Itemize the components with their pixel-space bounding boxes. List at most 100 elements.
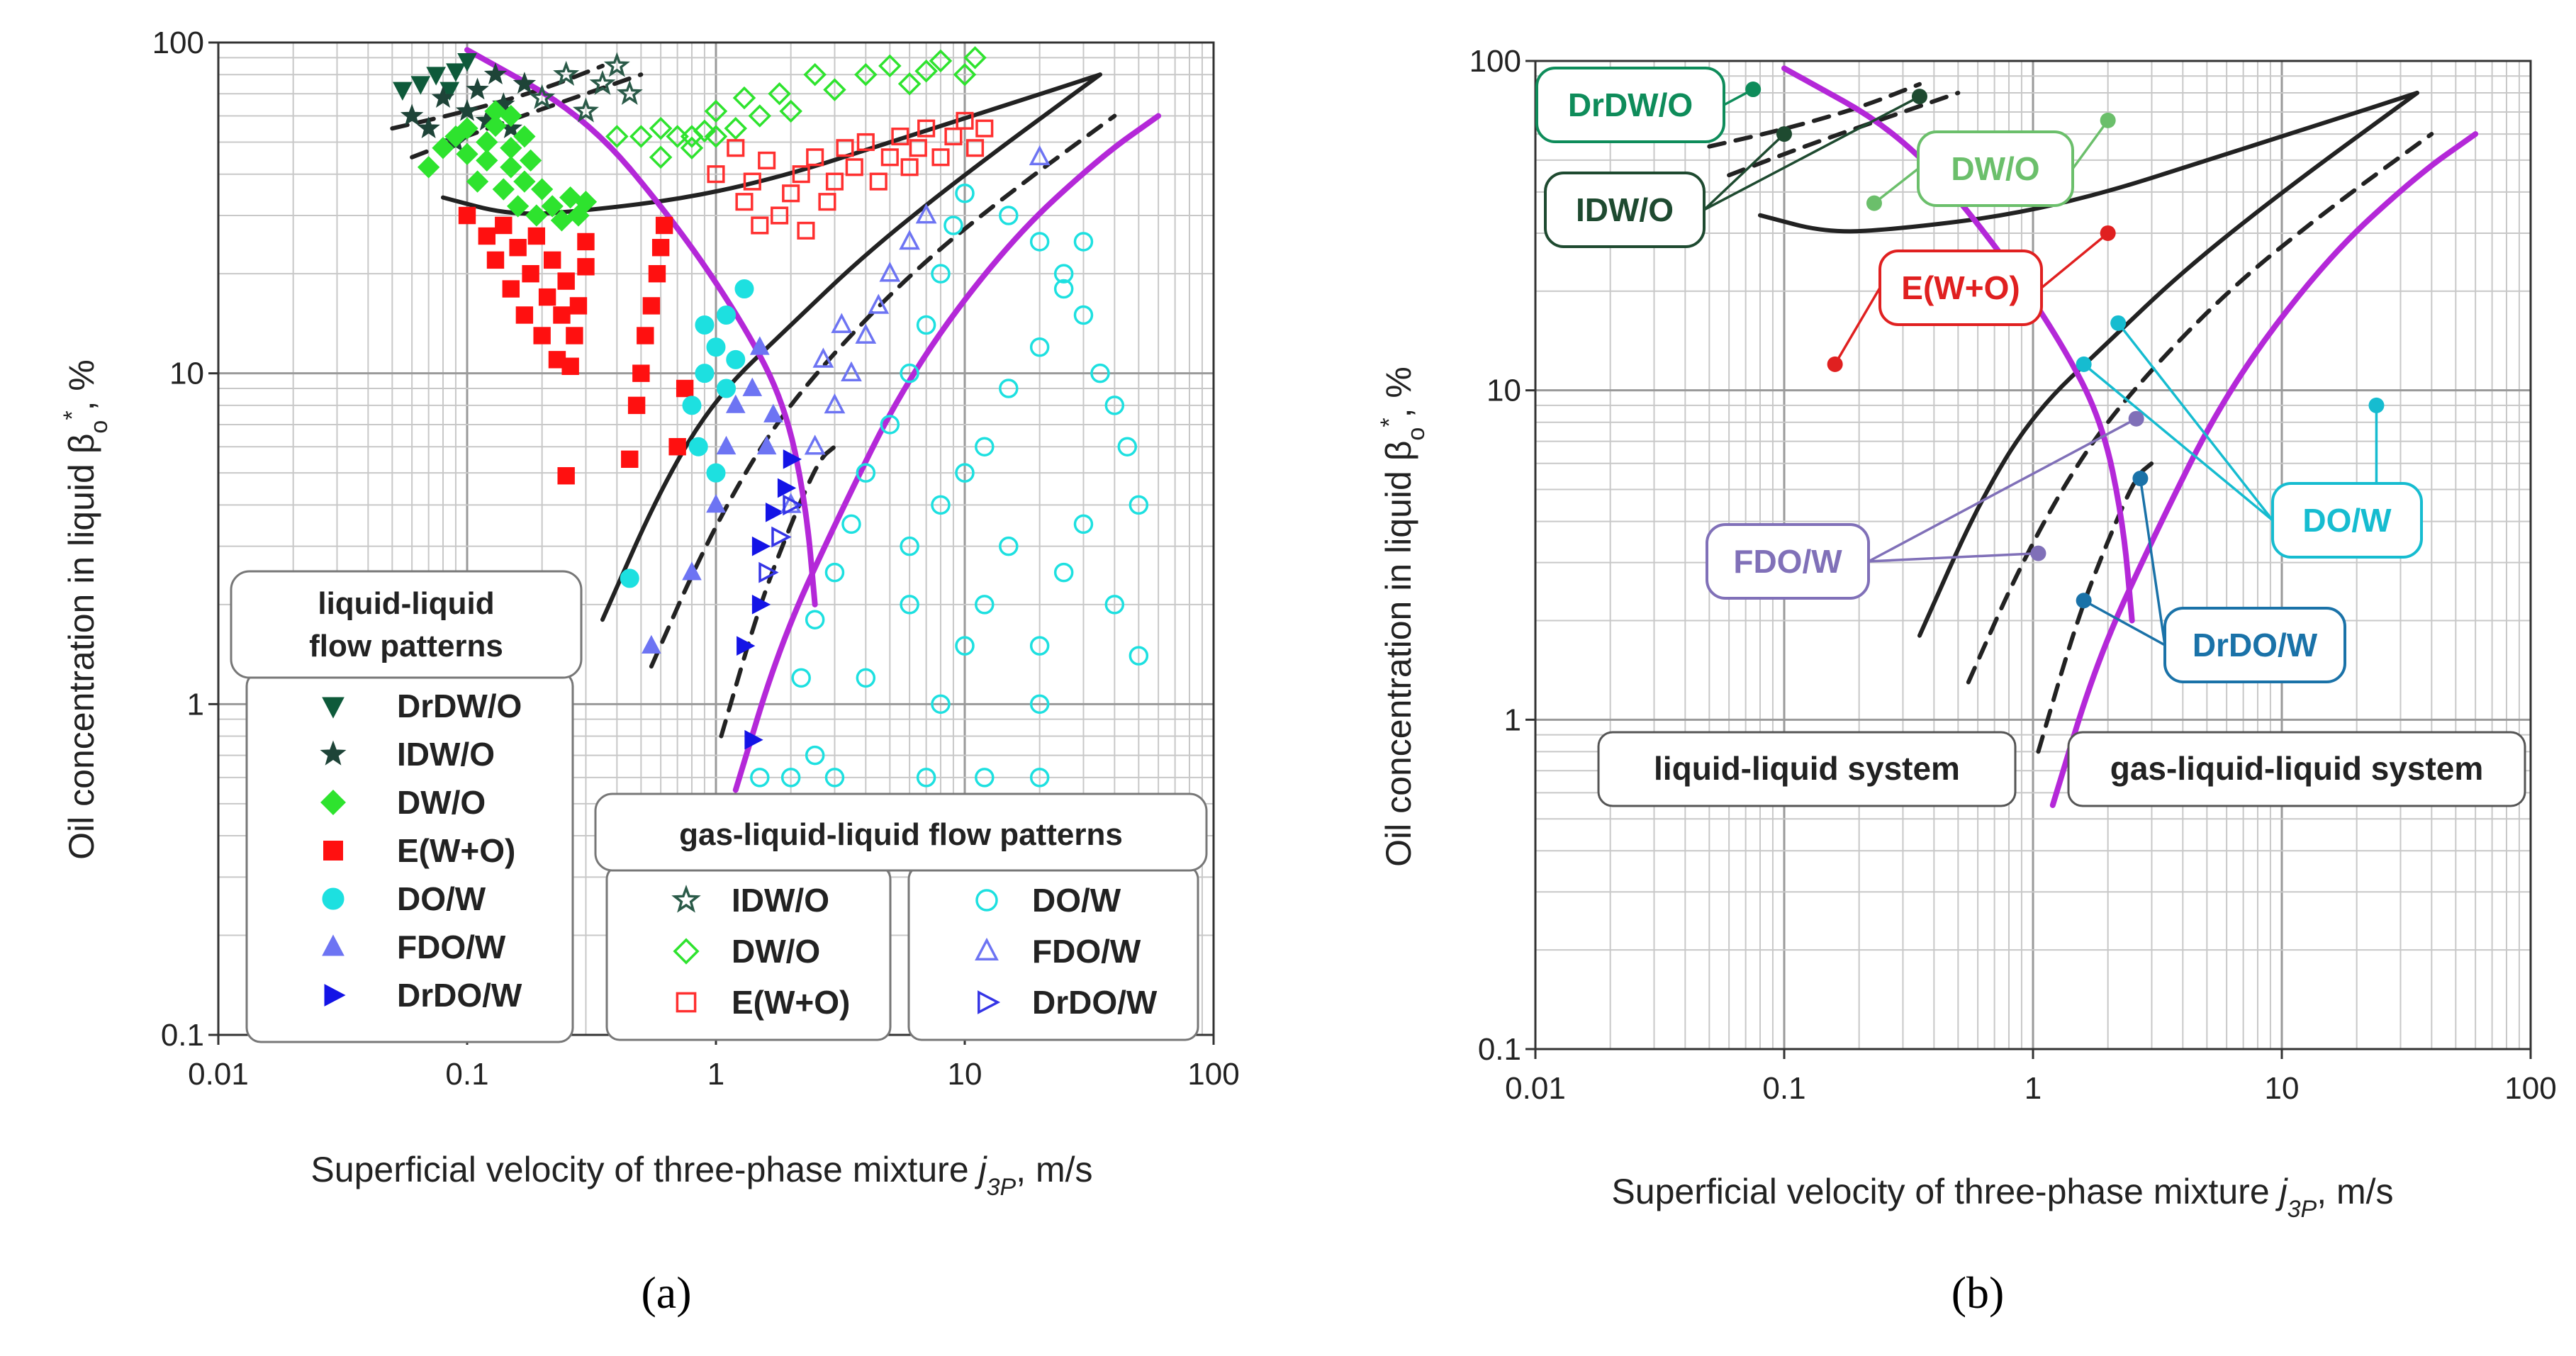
data-point bbox=[1029, 636, 1050, 656]
chart-b-callouts: DrDW/O IDW/O DW/O E(W+O) DO/W FDO/W DrDO/W bbox=[1535, 67, 2423, 683]
callout-label: DW/O bbox=[1951, 150, 2039, 187]
legend1-marker-DrDO/W bbox=[324, 984, 346, 1007]
callout-label: E(W+O) bbox=[1901, 269, 2020, 306]
data-point bbox=[682, 561, 702, 581]
data-point bbox=[975, 119, 994, 138]
data-point bbox=[466, 77, 489, 100]
data-point bbox=[792, 165, 810, 184]
data-point bbox=[456, 142, 478, 166]
region-label-gas-liquid-liquid: gas-liquid-liquid system bbox=[2110, 750, 2484, 787]
data-point bbox=[513, 72, 537, 94]
data-point bbox=[559, 186, 582, 209]
data-point bbox=[478, 227, 495, 245]
data-point bbox=[1029, 337, 1050, 357]
callout-label: IDW/O bbox=[1576, 191, 1674, 228]
legend1-title-line2: flow patterns bbox=[309, 629, 503, 663]
callout-box bbox=[2271, 482, 2423, 559]
data-point bbox=[648, 264, 666, 283]
data-point bbox=[909, 139, 927, 157]
data-point bbox=[758, 561, 779, 583]
data-point bbox=[805, 745, 825, 766]
x-tick-label: 100 bbox=[1187, 1057, 1239, 1092]
data-point bbox=[1053, 264, 1074, 284]
series-liquid-liquid-DO/W bbox=[620, 279, 754, 588]
data-point bbox=[915, 203, 937, 224]
y-tick-label: 100 bbox=[152, 26, 204, 60]
data-point bbox=[751, 536, 771, 556]
boundary-ll-boundary-solid-lower bbox=[600, 72, 1102, 622]
data-point bbox=[484, 100, 507, 123]
data-point bbox=[965, 139, 985, 157]
data-point bbox=[484, 114, 507, 138]
data-point bbox=[931, 148, 950, 167]
legend2-label: FDO/W bbox=[1032, 933, 1141, 970]
data-point bbox=[704, 125, 728, 148]
data-point bbox=[783, 449, 802, 469]
data-point bbox=[668, 437, 686, 456]
legend1-title-box bbox=[230, 570, 583, 679]
data-point bbox=[825, 172, 844, 191]
data-point bbox=[717, 379, 737, 398]
data-point bbox=[531, 178, 554, 201]
data-point bbox=[751, 595, 771, 615]
callout-DO/W: DO/W bbox=[2076, 315, 2423, 559]
data-point bbox=[818, 193, 836, 211]
chart-a-legend-gas-liquid-liquid: gas-liquid-liquid flow patterns IDW/O DW/… bbox=[594, 792, 1208, 1041]
data-point bbox=[500, 137, 522, 159]
y-tick-label: 1 bbox=[187, 687, 204, 722]
boundary-gll-boundary-dashed-low bbox=[719, 444, 837, 739]
series-gas-liquid-liquid-DO/W bbox=[750, 184, 1149, 788]
data-point bbox=[1117, 437, 1138, 456]
y-tick-label: 10 bbox=[1486, 374, 1521, 408]
data-point bbox=[856, 463, 876, 483]
data-point bbox=[841, 361, 862, 382]
data-point bbox=[393, 82, 413, 101]
data-point bbox=[589, 69, 616, 96]
legend1-label: DO/W bbox=[397, 880, 486, 917]
boundary-gll-boundary-dashed-low bbox=[2036, 461, 2154, 754]
data-point bbox=[823, 78, 846, 101]
data-point bbox=[492, 178, 515, 201]
data-point bbox=[931, 264, 951, 284]
data-point bbox=[1129, 495, 1149, 515]
legend1-marker-E(W+O) bbox=[323, 841, 343, 861]
data-point bbox=[727, 139, 745, 157]
data-point bbox=[868, 293, 890, 314]
callout-DW/O: DW/O bbox=[1866, 112, 2116, 211]
data-point bbox=[748, 104, 772, 128]
data-point bbox=[466, 170, 489, 193]
chart-a-x-axis-title: Superficial velocity of three-phase mixt… bbox=[310, 1150, 1092, 1201]
data-point bbox=[693, 119, 717, 143]
data-point bbox=[458, 206, 476, 225]
legend2-marker-DrDO/W bbox=[978, 990, 1001, 1014]
callout-leader bbox=[2139, 478, 2166, 646]
chart-panel-b: 0.01 0.1 1 10 100 0.1 1 10 100 liquid-liquid sys… bbox=[1376, 44, 2557, 1318]
data-point bbox=[824, 768, 845, 788]
x-tick-label: 1 bbox=[2025, 1071, 2042, 1106]
callout-leader bbox=[1868, 418, 2137, 563]
chart-b-boundaries bbox=[1707, 65, 2479, 808]
series-liquid-liquid-FDO/W bbox=[642, 336, 783, 654]
data-point bbox=[500, 104, 522, 128]
data-point bbox=[824, 562, 845, 583]
data-point bbox=[680, 136, 704, 160]
data-point bbox=[688, 437, 708, 456]
data-point bbox=[780, 768, 801, 788]
boundary-gll-boundary-dashed-mid bbox=[649, 113, 1117, 669]
legend1-marker-DW/O bbox=[320, 790, 346, 815]
data-point bbox=[916, 768, 936, 788]
data-point bbox=[627, 396, 646, 415]
data-point bbox=[999, 379, 1019, 398]
x-tick-label: 10 bbox=[948, 1057, 982, 1092]
data-point bbox=[931, 694, 951, 715]
data-point bbox=[553, 306, 571, 324]
data-point bbox=[502, 280, 520, 298]
data-point bbox=[765, 502, 785, 522]
data-point bbox=[1073, 305, 1094, 325]
series-liquid-liquid-DrDO/W bbox=[737, 449, 802, 750]
callout-box bbox=[2163, 607, 2346, 683]
data-point bbox=[577, 232, 595, 251]
data-point bbox=[955, 463, 975, 483]
data-point bbox=[768, 82, 791, 106]
